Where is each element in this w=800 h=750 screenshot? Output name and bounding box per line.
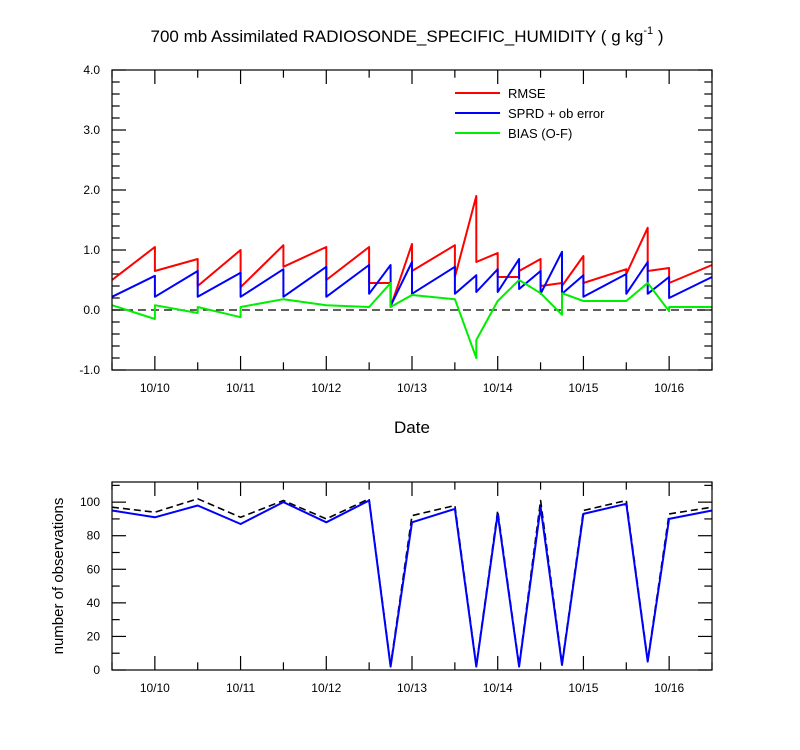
y-tick-label: 1.0: [83, 243, 100, 257]
series-line-sprd-ob-error: [111, 250, 713, 307]
y-tick-label: 40: [87, 596, 101, 610]
y-tick-label: 0: [93, 663, 100, 677]
x-tick-label: 10/14: [483, 681, 513, 695]
x-axis-label: Date: [394, 418, 430, 437]
x-tick-label: 10/13: [397, 381, 427, 395]
y-tick-label: 80: [87, 529, 101, 543]
y-tick-label: 3.0: [83, 123, 100, 137]
x-tick-label: 10/15: [568, 681, 598, 695]
y-tick-label: 20: [87, 629, 101, 643]
top-plot-frame: [111, 69, 713, 371]
x-tick-label: 10/12: [311, 681, 341, 695]
legend-label-rmse: RMSE: [508, 86, 546, 101]
x-tick-label: 10/15: [568, 381, 598, 395]
series-line-solid: [111, 499, 713, 668]
y-tick-label: -1.0: [79, 363, 100, 377]
legend: RMSE SPRD + ob error BIAS (O-F): [455, 86, 605, 141]
x-tick-label: 10/16: [654, 681, 684, 695]
legend-label-bias-o-f: BIAS (O-F): [508, 126, 572, 141]
y-tick-label: 100: [80, 495, 100, 509]
top-chart-panel: -1.0 0.0 1.0 2.0 3.0 4.0 10/10 10/11 10/12 10/13…: [79, 63, 713, 395]
series-line-bias-o-f: [111, 279, 712, 359]
bottom-plot-frame: [111, 481, 713, 671]
legend-label-sprd-ob-error: SPRD + ob error: [508, 106, 605, 121]
x-tick-label: 10/12: [311, 381, 341, 395]
bottom-chart-panel: 0 20 40 60 80 100 10/10 10/11 10/12 10/13 10/14 10…: [80, 481, 713, 695]
chart-title: 700 mb Assimilated RADIOSONDE_SPECIFIC_H…: [151, 25, 664, 46]
y-tick-label: 4.0: [83, 63, 100, 77]
y-tick-label: 0.0: [83, 303, 100, 317]
series-line-rmse: [111, 195, 713, 308]
y-tick-label: 2.0: [83, 183, 100, 197]
x-tick-label: 10/13: [397, 681, 427, 695]
x-tick-label: 10/11: [226, 381, 255, 395]
x-tick-label: 10/16: [654, 381, 684, 395]
x-tick-label: 10/10: [140, 381, 170, 395]
x-tick-label: 10/10: [140, 681, 170, 695]
y-tick-label: 60: [87, 562, 101, 576]
x-tick-label: 10/14: [483, 381, 513, 395]
y-axis-label-observations: number of observations: [50, 498, 67, 655]
x-tick-label: 10/11: [226, 681, 255, 695]
